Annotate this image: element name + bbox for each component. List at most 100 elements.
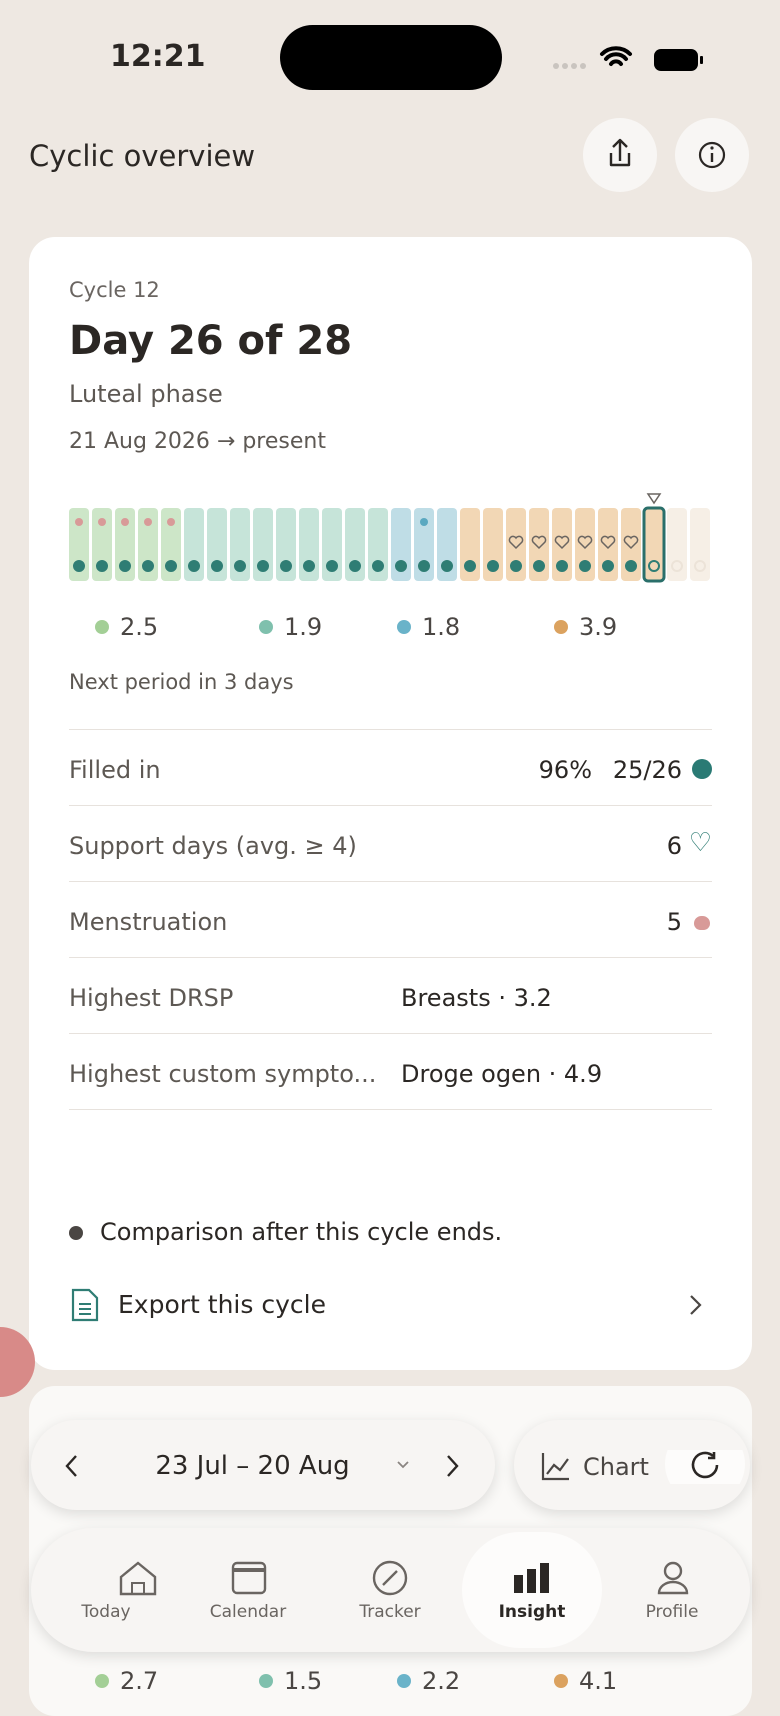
status-icons (553, 46, 703, 71)
log-dot (533, 560, 545, 572)
stat-row: Filled in 96% 25/26 (69, 729, 712, 805)
heart-icon: ♡ (688, 828, 712, 858)
period-mark (98, 518, 106, 526)
clock: 12:21 (110, 39, 206, 74)
legend-value: 2.2 (422, 1667, 461, 1695)
support-heart (577, 535, 593, 550)
cycle-strip (69, 493, 710, 583)
log-dot (602, 560, 614, 572)
log-dot (441, 560, 453, 572)
legend-dot (397, 1674, 411, 1688)
drop-icon (694, 916, 710, 930)
log-dot (556, 560, 568, 572)
period-mark (144, 518, 152, 526)
support-heart (623, 535, 639, 550)
log-dot (487, 560, 499, 572)
next-period: Next period in 3 days (69, 670, 294, 694)
export-icon (71, 1288, 99, 1322)
log-dot (211, 560, 223, 572)
legend-value: 1.9 (284, 613, 323, 641)
tab-bar (31, 1528, 750, 1652)
tab-label[interactable]: Today (81, 1602, 131, 1622)
legend-value: 2.7 (120, 1667, 159, 1695)
log-dot (280, 560, 292, 572)
cycle-number: Cycle 12 (69, 278, 160, 302)
log-dot (73, 560, 85, 572)
log-dot (579, 560, 591, 572)
today-marker (646, 493, 662, 505)
log-dot (96, 560, 108, 572)
note-dot (69, 1226, 83, 1240)
stat-row: Menstruation 5 (69, 881, 712, 957)
stat-value: 5 (666, 908, 682, 936)
future-dot (671, 560, 683, 572)
chart-label: Chart (583, 1453, 649, 1481)
legend-dot (95, 1674, 109, 1688)
log-dot (165, 560, 177, 572)
filled-icon (692, 759, 712, 779)
legend-dot (554, 1674, 568, 1688)
legend-dot (95, 620, 109, 634)
tab-label[interactable]: Calendar (209, 1602, 287, 1622)
legend-value: 2.5 (120, 613, 159, 641)
divider (69, 1109, 712, 1110)
log-dot (464, 560, 476, 572)
phase: Luteal phase (69, 380, 223, 408)
stat-label: Highest custom sympto... (69, 1060, 377, 1088)
stat-label: Filled in (69, 756, 161, 784)
log-dot (510, 560, 522, 572)
log-dot (349, 560, 361, 572)
legend-dot (554, 620, 568, 634)
stat-row: Support days (avg. ≥ 4) 6 ♡ (69, 805, 712, 881)
support-heart (531, 535, 547, 550)
log-dot (625, 560, 637, 572)
stat-label: Support days (avg. ≥ 4) (69, 832, 357, 860)
stat-row: Highest DRSP Breasts · 3.2 (69, 957, 712, 1033)
tab-label[interactable]: Profile (645, 1602, 699, 1622)
support-heart (554, 535, 570, 550)
legend-dot (259, 620, 273, 634)
period-mark (75, 518, 83, 526)
legend-value: 1.8 (422, 613, 461, 641)
stat-value: 6 (666, 832, 682, 860)
log-dot (326, 560, 338, 572)
tab-icons (119, 1560, 689, 1596)
stat-value: 25/26 (612, 756, 682, 784)
dynamic-island (280, 25, 502, 90)
cycle-card (29, 237, 752, 1370)
legend-value: 4.1 (579, 1667, 618, 1695)
support-heart (600, 535, 616, 550)
legend-value: 1.5 (284, 1667, 323, 1695)
chevron (690, 1295, 702, 1315)
stat-value: Droge ogen · 4.9 (401, 1060, 603, 1088)
legend-value: 3.9 (579, 613, 618, 641)
log-dot (188, 560, 200, 572)
tab-label[interactable]: Tracker (359, 1602, 421, 1622)
chart-icons (541, 1450, 745, 1484)
date-range: 21 Aug 2026 → present (69, 429, 326, 454)
period-mark (167, 518, 175, 526)
log-dot (303, 560, 315, 572)
stat-value: 96% (538, 756, 592, 784)
header-buttons[interactable] (580, 115, 760, 197)
stat-value: Breasts · 3.2 (401, 984, 552, 1012)
today-dot (648, 560, 660, 572)
log-dot (257, 560, 269, 572)
export-link[interactable]: Export this cycle (118, 1290, 326, 1319)
future-dot (694, 560, 706, 572)
log-dot (418, 560, 430, 572)
cycle-day: Day 26 of 28 (69, 318, 353, 364)
page-title: Cyclic overview (29, 139, 256, 173)
legend-dot (397, 620, 411, 634)
support-heart (508, 535, 524, 550)
log-dot (234, 560, 246, 572)
range-picker[interactable] (31, 1420, 495, 1510)
ovulation-mark (420, 518, 428, 526)
log-dot (395, 560, 407, 572)
note: Comparison after this cycle ends. (100, 1218, 503, 1246)
log-dot (142, 560, 154, 572)
range-arrows[interactable] (62, 1452, 462, 1480)
tab-label[interactable]: Insight (498, 1602, 566, 1622)
